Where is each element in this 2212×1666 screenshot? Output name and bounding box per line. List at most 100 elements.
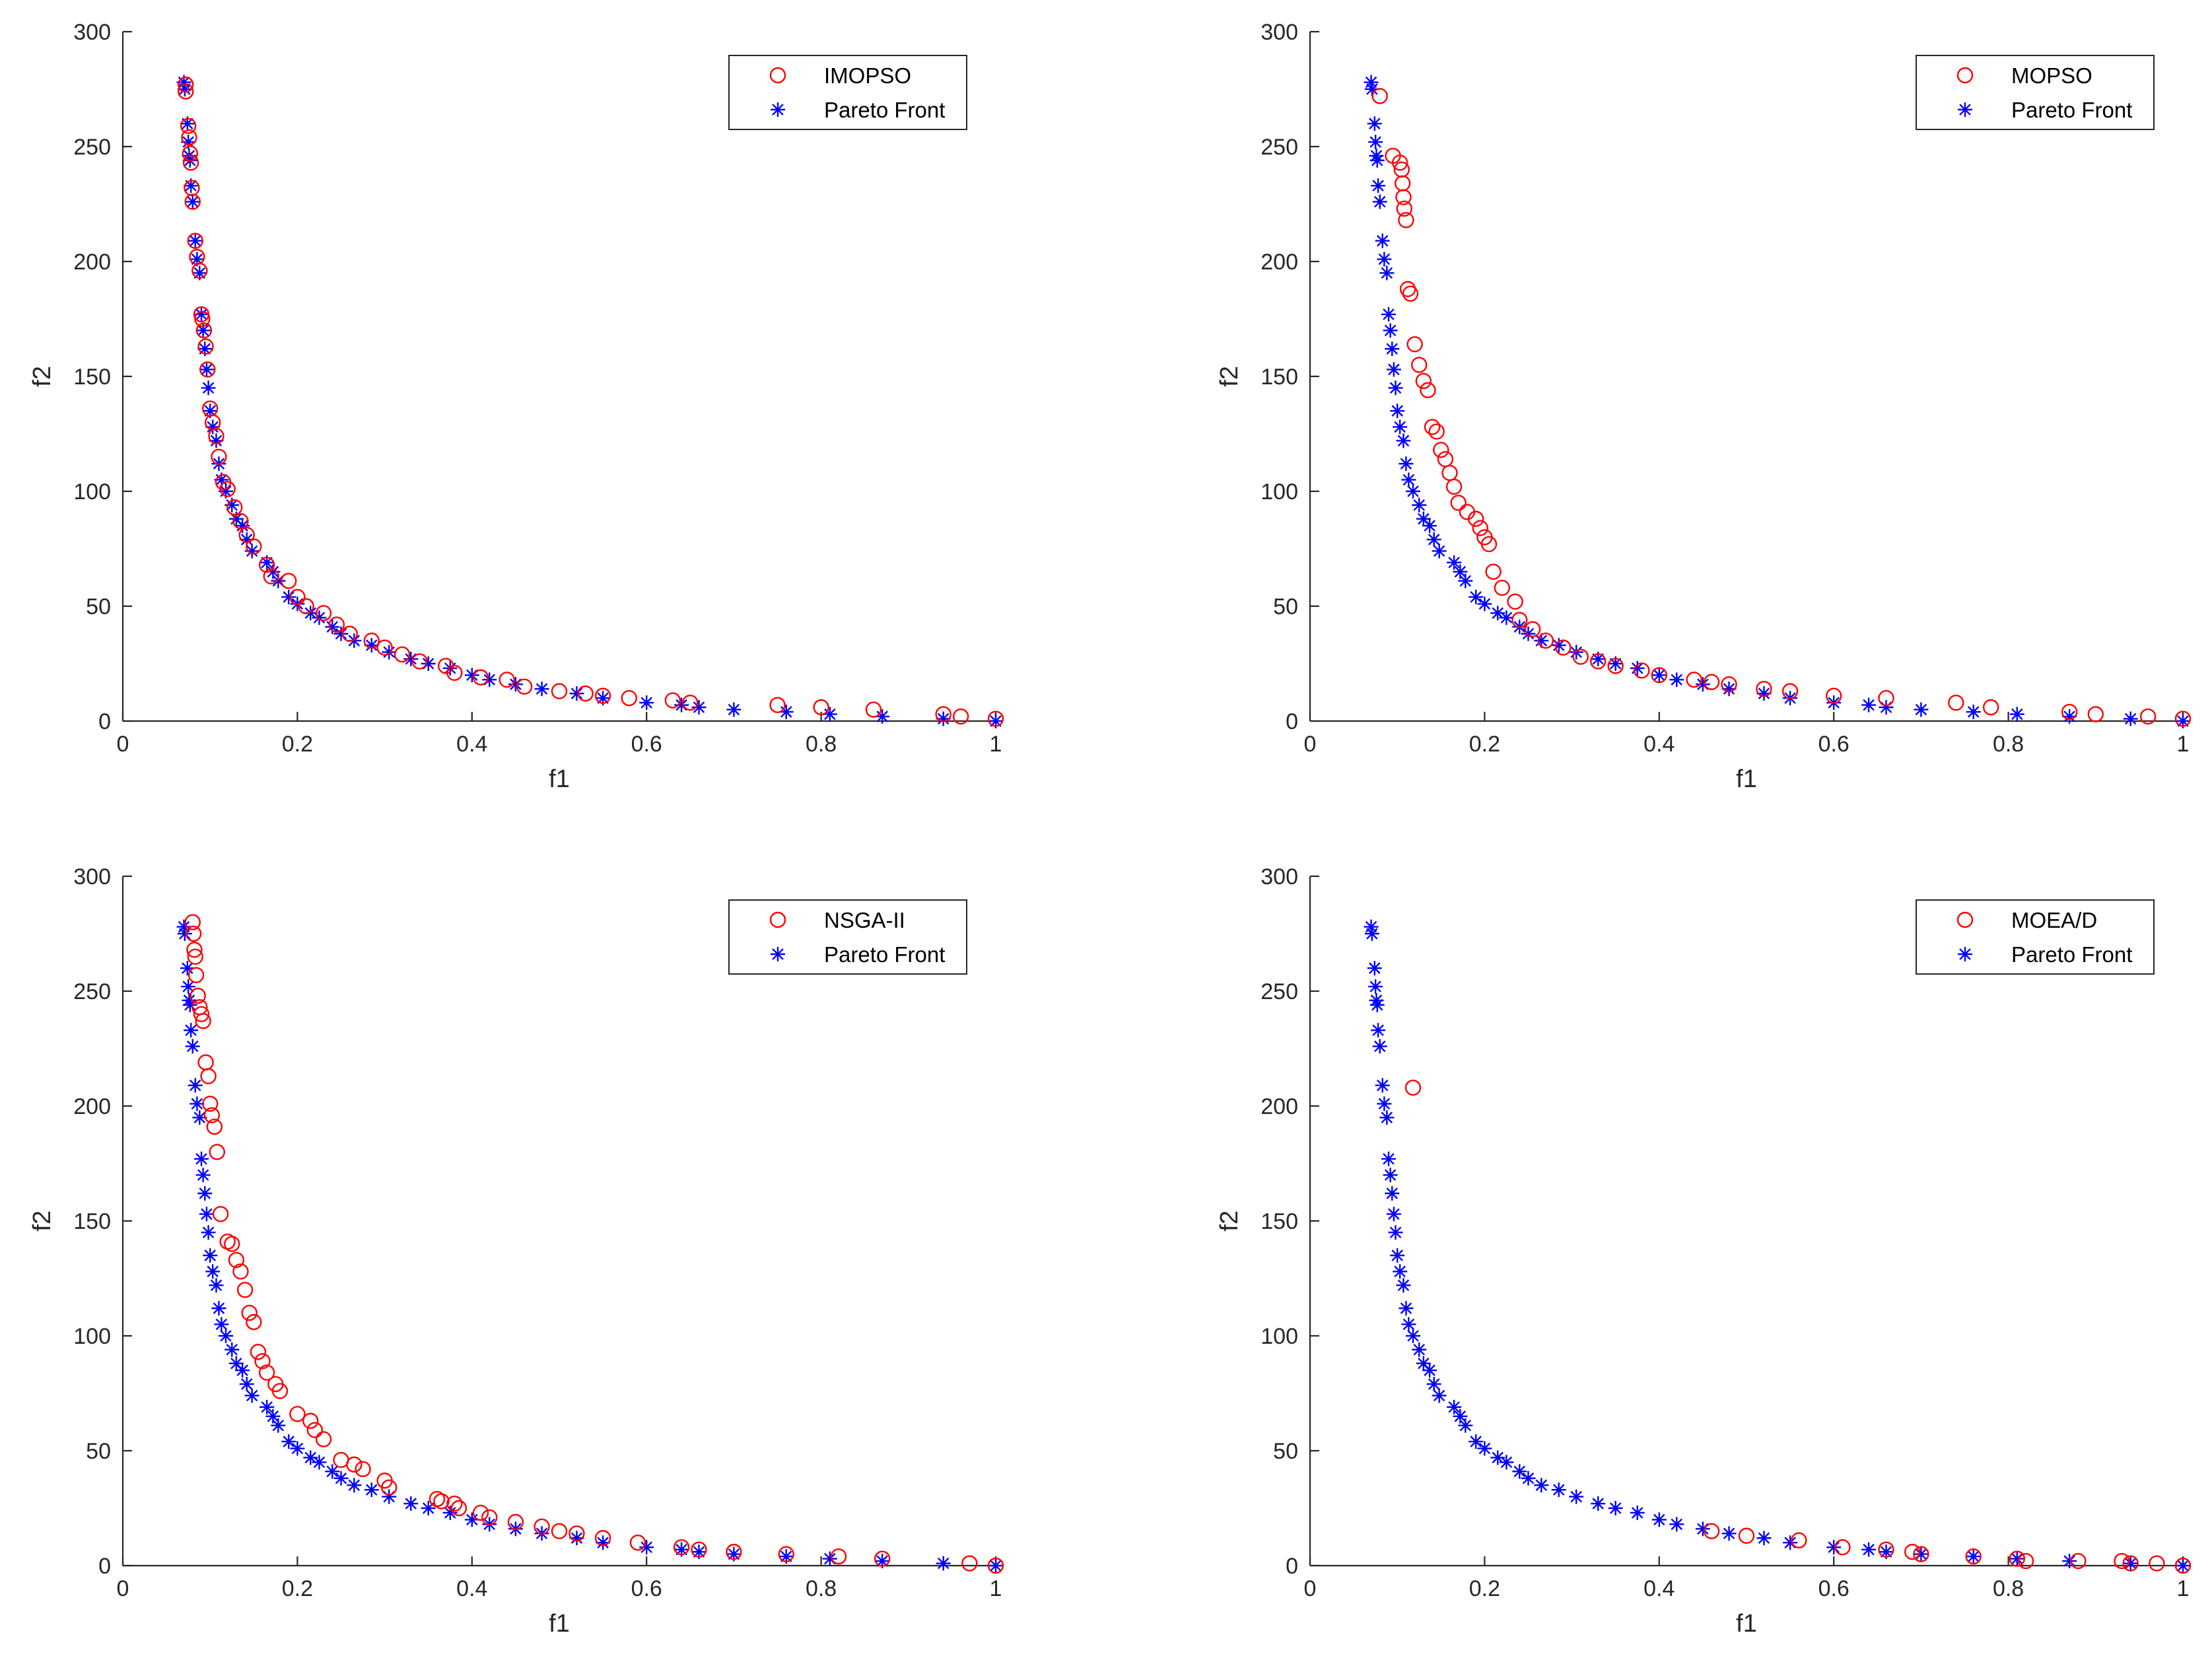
data-point xyxy=(1371,1023,1386,1038)
y-tick-label: 250 xyxy=(73,979,111,1004)
data-point xyxy=(577,685,594,702)
series-moea-d xyxy=(1404,1079,2192,1574)
data-point xyxy=(180,116,195,131)
x-axis-label: f1 xyxy=(1736,765,1757,793)
data-point xyxy=(482,672,497,687)
data-point xyxy=(865,701,882,718)
data-point xyxy=(1399,456,1414,471)
legend: MOEA/D Pareto Front xyxy=(1916,899,2155,975)
data-point xyxy=(2114,1552,2130,1570)
data-point xyxy=(1402,285,1419,302)
data-point xyxy=(1477,596,1492,611)
data-point xyxy=(421,1501,436,1515)
data-point xyxy=(177,82,192,96)
data-point xyxy=(778,1546,794,1562)
data-point xyxy=(303,606,318,621)
data-point xyxy=(2174,711,2192,727)
data-point xyxy=(1783,1535,1798,1550)
data-point xyxy=(778,1549,794,1564)
y-tick-label: 150 xyxy=(73,1209,111,1234)
data-point xyxy=(364,638,379,653)
legend-label: IMOPSO xyxy=(824,63,911,88)
x-tick-label: 0.6 xyxy=(631,732,662,757)
data-point xyxy=(1385,341,1400,357)
data-point xyxy=(673,1539,690,1556)
data-point xyxy=(1426,532,1441,547)
data-point xyxy=(184,1023,199,1038)
y-tick-label: 300 xyxy=(73,864,111,889)
data-point xyxy=(2009,707,2024,722)
data-point xyxy=(1534,1478,1549,1493)
y-tick-label: 0 xyxy=(1286,709,1298,734)
legend-label: Pareto Front xyxy=(824,942,945,967)
data-point xyxy=(201,1225,216,1240)
data-point xyxy=(188,967,205,983)
data-point xyxy=(200,1068,217,1084)
data-point xyxy=(246,1313,262,1331)
data-point xyxy=(1379,265,1395,281)
data-point xyxy=(1367,961,1382,976)
data-point xyxy=(1651,1512,1667,1527)
data-point xyxy=(258,557,275,573)
x-tick-label: 0 xyxy=(117,732,129,757)
data-point xyxy=(364,1482,379,1498)
data-point xyxy=(1695,677,1710,692)
data-point xyxy=(1396,200,1412,217)
x-tick-label: 0.2 xyxy=(1469,1576,1500,1601)
series-pareto-front xyxy=(1364,919,2190,1573)
data-point xyxy=(1377,252,1392,267)
data-point xyxy=(1537,633,1554,649)
data-point xyxy=(411,653,428,670)
legend-label: MOPSO xyxy=(2011,63,2092,88)
data-point xyxy=(1756,686,1772,701)
data-point xyxy=(1825,687,1842,704)
data-point xyxy=(211,448,227,465)
data-point xyxy=(1381,307,1396,322)
data-point xyxy=(1507,593,1523,610)
data-point xyxy=(1369,997,1385,1012)
data-point xyxy=(1372,194,1387,209)
y-axis-label: f2 xyxy=(28,366,56,387)
data-point xyxy=(2062,1554,2077,1569)
data-point xyxy=(376,639,393,656)
series-pareto-front xyxy=(1364,75,2190,728)
data-point xyxy=(181,135,196,150)
data-point xyxy=(1490,1450,1505,1465)
data-point xyxy=(1791,1532,1807,1548)
legend-box xyxy=(1916,899,2155,975)
legend-marker-star xyxy=(771,102,785,117)
data-point xyxy=(1913,1546,1929,1562)
data-point xyxy=(202,1095,219,1112)
data-point xyxy=(1368,979,1383,994)
data-point xyxy=(1521,1471,1536,1486)
data-point xyxy=(394,646,411,663)
chart-panel-1: 0 0.2 0.4 0.6 0.8 1 0 50 100 150 200 250 300 f1 f2 IMOP… xyxy=(28,20,1004,793)
data-point xyxy=(450,1500,467,1517)
data-point xyxy=(228,1356,244,1371)
data-point xyxy=(639,695,654,711)
data-point xyxy=(621,689,637,707)
data-point xyxy=(1630,660,1645,676)
data-point xyxy=(1608,656,1623,671)
data-point xyxy=(197,341,213,357)
legend-marker-circle xyxy=(769,67,786,84)
y-tick-label: 150 xyxy=(73,364,111,390)
data-point xyxy=(1390,1248,1405,1263)
data-point xyxy=(1394,175,1411,191)
data-point xyxy=(1364,75,1379,90)
y-tick-label: 300 xyxy=(1261,20,1298,45)
data-point xyxy=(1878,1541,1894,1558)
data-point xyxy=(177,926,192,941)
data-point xyxy=(271,573,286,588)
data-point xyxy=(302,1412,319,1429)
data-point xyxy=(1398,212,1414,228)
data-point xyxy=(534,681,549,697)
data-point xyxy=(235,518,250,534)
data-point xyxy=(1781,683,1799,699)
data-point xyxy=(208,428,225,444)
x-tick-label: 0 xyxy=(1304,1576,1317,1601)
data-point xyxy=(218,484,233,499)
data-point xyxy=(726,1543,742,1560)
data-point xyxy=(1453,564,1468,579)
data-point xyxy=(306,1422,324,1438)
